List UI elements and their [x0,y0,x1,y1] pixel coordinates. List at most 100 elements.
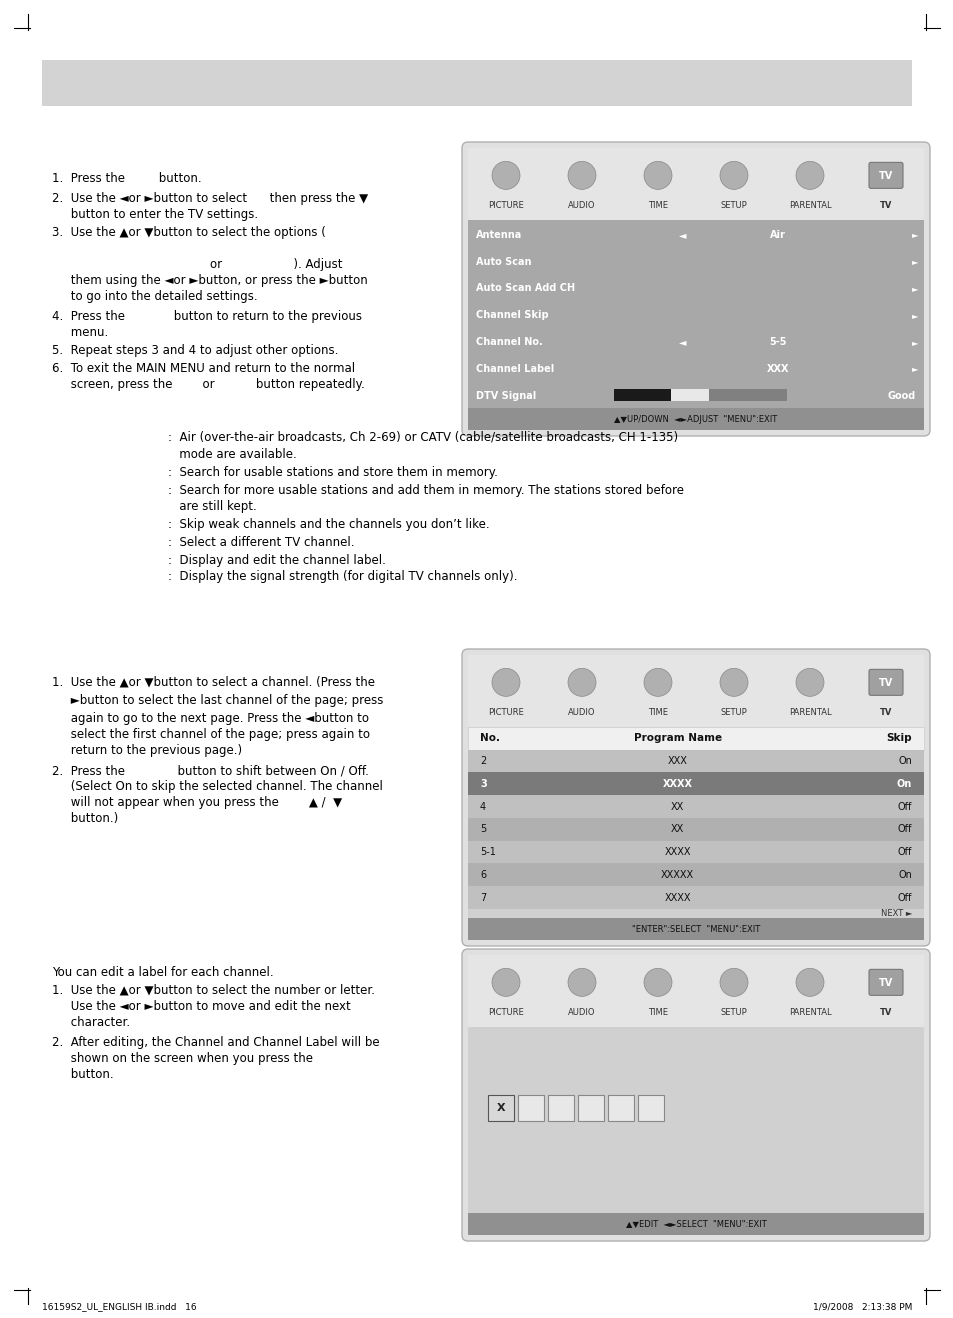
Text: TV: TV [878,171,892,182]
Text: screen, press the        or           button repeatedly.: screen, press the or button repeatedly. [52,378,364,391]
Text: 16159S2_UL_ENGLISH IB.indd   16: 16159S2_UL_ENGLISH IB.indd 16 [42,1302,196,1311]
Text: PARENTAL: PARENTAL [788,202,830,210]
Circle shape [795,969,823,996]
Text: 1/9/2008   2:13:38 PM: 1/9/2008 2:13:38 PM [812,1302,911,1311]
Text: On: On [897,870,911,880]
Text: ◄: ◄ [678,337,685,347]
Text: :  Select a different TV channel.: : Select a different TV channel. [168,536,355,550]
Text: 5: 5 [479,824,486,834]
Text: 1.  Press the         button.: 1. Press the button. [52,173,201,185]
Bar [468,841,923,863]
Text: 4: 4 [479,801,486,812]
FancyBboxPatch shape [868,969,902,995]
Text: or                   ). Adjust: or ). Adjust [210,258,342,272]
Text: XXX: XXX [766,364,788,374]
Text: On: On [897,757,911,766]
Bar [670,389,708,401]
Text: Channel Skip: Channel Skip [476,310,548,320]
Bar [42,61,911,105]
Text: 5-5: 5-5 [768,337,786,347]
Text: PICTURE: PICTURE [488,1008,523,1017]
Circle shape [795,161,823,190]
Bar [547,1095,574,1122]
Text: TV: TV [879,1008,891,1017]
Circle shape [567,161,596,190]
Text: Program Name: Program Name [633,733,721,743]
Bar [708,389,786,401]
Text: :  Search for more usable stations and add them in memory. The stations stored b: : Search for more usable stations and ad… [168,484,683,497]
Text: 2.  Press the              button to shift between On / Off.: 2. Press the button to shift between On … [52,764,369,778]
Circle shape [643,668,671,696]
Text: AUDIO: AUDIO [568,708,595,717]
Text: 6.  To exit the MAIN MENU and return to the normal: 6. To exit the MAIN MENU and return to t… [52,362,355,376]
Text: ◄: ◄ [678,229,685,240]
Text: 2.  After editing, the Channel and Channel Label will be: 2. After editing, the Channel and Channe… [52,1036,379,1049]
Text: On: On [896,779,911,789]
Text: 3.  Use the ▲or ▼button to select the options (: 3. Use the ▲or ▼button to select the opt… [52,225,326,239]
Bar [468,863,923,886]
Text: again to go to the next page. Press the ◄button to: again to go to the next page. Press the … [52,712,369,725]
Text: 2.  Use the ◄or ►button to select      then press the ▼: 2. Use the ◄or ►button to select then pr… [52,192,368,206]
Text: to go into the detailed settings.: to go into the detailed settings. [52,290,257,303]
Bar [517,1095,543,1122]
Text: :  Display and edit the channel label.: : Display and edit the channel label. [168,554,385,567]
Text: Off: Off [897,847,911,857]
Text: :  Skip weak channels and the channels you don’t like.: : Skip weak channels and the channels yo… [168,518,489,531]
Text: TIME: TIME [647,1008,667,1017]
Text: Air: Air [769,229,785,240]
Text: button to enter the TV settings.: button to enter the TV settings. [52,208,258,221]
Text: ▲▼EDIT  ◄►SELECT  "MENU":EXIT: ▲▼EDIT ◄►SELECT "MENU":EXIT [625,1219,765,1228]
Text: TV: TV [878,978,892,988]
Text: 3: 3 [479,779,486,789]
Text: 5-1: 5-1 [479,847,496,857]
Text: XXXX: XXXX [664,892,690,903]
Text: 5.  Repeat steps 3 and 4 to adjust other options.: 5. Repeat steps 3 and 4 to adjust other … [52,344,338,357]
Text: PARENTAL: PARENTAL [788,708,830,717]
Bar [468,148,923,220]
Text: button.: button. [52,1068,113,1081]
Text: 4.  Press the             button to return to the previous: 4. Press the button to return to the pre… [52,310,361,323]
Bar [468,728,923,919]
Bar [468,220,923,409]
Text: TIME: TIME [647,708,667,717]
Text: ►: ► [910,231,917,240]
Text: TV: TV [878,679,892,688]
Text: "ENTER":SELECT  "MENU":EXIT: "ENTER":SELECT "MENU":EXIT [631,924,760,933]
Text: XXXX: XXXX [664,847,690,857]
Bar [468,795,923,818]
Circle shape [567,969,596,996]
Text: character.: character. [52,1016,130,1029]
Bar [638,1095,663,1122]
Circle shape [720,668,747,696]
Bar [468,655,923,728]
Bar [468,750,923,772]
Text: Off: Off [897,801,911,812]
FancyBboxPatch shape [461,949,929,1242]
Text: 2: 2 [479,757,486,766]
Text: Good: Good [887,391,915,401]
Bar [607,1095,634,1122]
Bar [468,728,923,750]
Circle shape [492,161,519,190]
Text: mode are available.: mode are available. [168,448,296,461]
Text: SETUP: SETUP [720,708,746,717]
Text: Skip: Skip [885,733,911,743]
Text: 7: 7 [479,892,486,903]
Text: NEXT ►: NEXT ► [880,909,911,917]
Text: XX: XX [670,801,683,812]
Text: No.: No. [479,733,499,743]
Text: Channel No.: Channel No. [476,337,542,347]
Text: return to the previous page.): return to the previous page.) [52,743,242,757]
Text: XXXXX: XXXXX [660,870,694,880]
Text: DTV Signal: DTV Signal [476,391,536,401]
Bar [488,1095,514,1122]
Text: Off: Off [897,892,911,903]
Text: Auto Scan Add CH: Auto Scan Add CH [476,283,575,294]
Text: PICTURE: PICTURE [488,202,523,210]
Text: XXX: XXX [667,757,687,766]
Bar [614,389,670,401]
Circle shape [492,969,519,996]
Text: :  Air (over-the-air broadcasts, Ch 2-69) or CATV (cable/satellite broadcasts, C: : Air (over-the-air broadcasts, Ch 2-69)… [168,430,678,443]
Circle shape [567,668,596,696]
Text: XX: XX [670,824,683,834]
